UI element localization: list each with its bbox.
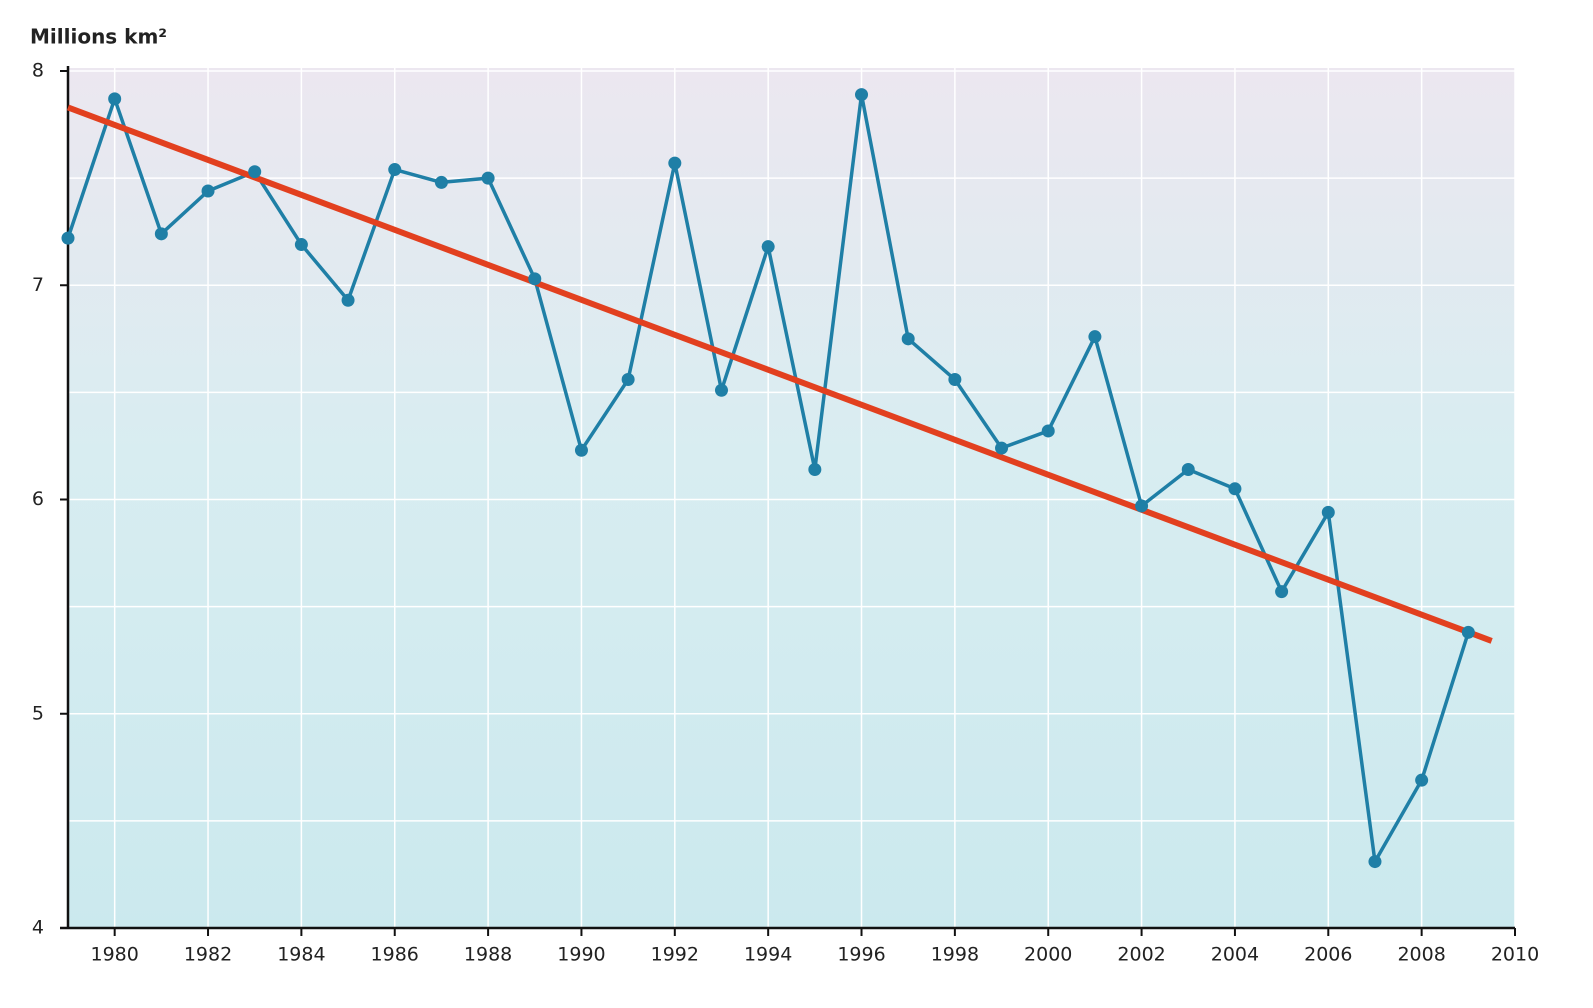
x-tick-label: 2006 xyxy=(1304,944,1352,966)
x-tick-label: 2010 xyxy=(1491,944,1539,966)
data-point xyxy=(201,184,215,198)
data-point xyxy=(668,156,682,170)
x-tick-label: 2002 xyxy=(1117,944,1165,966)
data-point xyxy=(108,92,122,106)
data-point xyxy=(294,238,308,252)
data-point xyxy=(1321,505,1335,519)
y-tick-label: 5 xyxy=(32,702,44,724)
data-point xyxy=(388,163,402,177)
data-point xyxy=(948,373,962,387)
trend-line xyxy=(66,104,1493,644)
data-point xyxy=(1228,482,1242,496)
data-point xyxy=(808,463,822,477)
data-point xyxy=(1088,330,1102,344)
data-point xyxy=(995,441,1009,455)
x-tick-label: 1986 xyxy=(371,944,419,966)
data-point xyxy=(434,175,448,189)
data-point xyxy=(1368,855,1382,869)
x-tick-label: 1984 xyxy=(277,944,325,966)
data-point xyxy=(761,240,775,254)
x-tick-label: 1992 xyxy=(651,944,699,966)
x-tick-label: 2008 xyxy=(1397,944,1445,966)
data-point xyxy=(1135,499,1149,513)
plot-background xyxy=(68,68,1515,928)
y-tick-label: 4 xyxy=(32,917,44,939)
data-point xyxy=(341,293,355,307)
x-tick-label: 1990 xyxy=(557,944,605,966)
data-point xyxy=(621,373,635,387)
y-tick-label: 6 xyxy=(32,488,44,510)
x-tick-label: 1982 xyxy=(184,944,232,966)
x-tick-label: 2004 xyxy=(1211,944,1259,966)
data-point xyxy=(1181,463,1195,477)
data-point xyxy=(1461,625,1475,639)
x-tick-label: 1980 xyxy=(90,944,138,966)
x-tick-label: 1996 xyxy=(837,944,885,966)
x-tick-label: 1994 xyxy=(744,944,792,966)
data-point xyxy=(1275,585,1289,599)
data-point xyxy=(248,165,262,179)
data-point xyxy=(855,88,869,102)
data-point xyxy=(714,383,728,397)
data-point xyxy=(481,171,495,185)
data-point xyxy=(1415,773,1429,787)
data-point xyxy=(901,332,915,346)
data-point xyxy=(61,231,75,245)
data-point xyxy=(574,443,588,457)
data-point xyxy=(154,227,168,241)
y-axis-title: Millions km² xyxy=(30,25,167,49)
x-tick-label: 2000 xyxy=(1024,944,1072,966)
data-point xyxy=(528,272,542,286)
x-tick-label: 1988 xyxy=(464,944,512,966)
data-point xyxy=(1041,424,1055,438)
y-tick-label: 7 xyxy=(32,274,44,296)
y-tick-label: 8 xyxy=(32,60,44,82)
x-tick-label: 1998 xyxy=(931,944,979,966)
